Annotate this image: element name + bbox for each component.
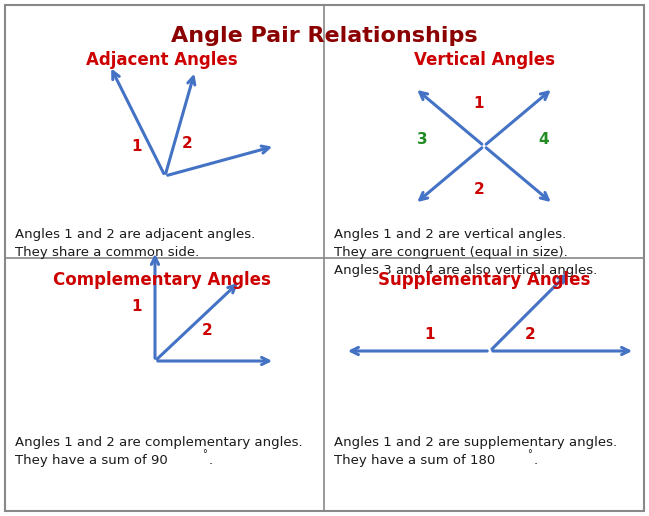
Text: Angles 1 and 2 are supplementary angles.: Angles 1 and 2 are supplementary angles. [334, 436, 617, 449]
Text: Complementary Angles: Complementary Angles [53, 271, 271, 289]
Text: Angles 1 and 2 are vertical angles.: Angles 1 and 2 are vertical angles. [334, 228, 566, 241]
Text: °: ° [202, 449, 207, 459]
Text: Angle Pair Relationships: Angle Pair Relationships [171, 26, 477, 46]
Text: Vertical Angles: Vertical Angles [413, 51, 554, 69]
Text: .: . [209, 454, 213, 467]
Text: 1: 1 [132, 139, 142, 154]
Text: Angles 3 and 4 are also vertical angles.: Angles 3 and 4 are also vertical angles. [334, 264, 597, 277]
Text: 2: 2 [202, 323, 212, 338]
Text: Angles 1 and 2 are adjacent angles.: Angles 1 and 2 are adjacent angles. [15, 228, 255, 241]
Text: .: . [534, 454, 538, 467]
Text: 3: 3 [417, 132, 427, 147]
Text: They share a common side.: They share a common side. [15, 246, 199, 259]
Text: 4: 4 [539, 132, 549, 147]
Text: 1: 1 [132, 299, 142, 314]
Text: 2: 2 [182, 136, 192, 151]
Text: They have a sum of 180: They have a sum of 180 [334, 454, 495, 467]
Text: 1: 1 [474, 96, 484, 111]
Text: Adjacent Angles: Adjacent Angles [86, 51, 238, 69]
Text: They are congruent (equal in size).: They are congruent (equal in size). [334, 246, 568, 259]
Text: 1: 1 [424, 327, 435, 342]
Text: °: ° [527, 449, 532, 459]
Text: Angles 1 and 2 are complementary angles.: Angles 1 and 2 are complementary angles. [15, 436, 302, 449]
Text: 2: 2 [524, 327, 535, 342]
Text: They have a sum of 90: They have a sum of 90 [15, 454, 167, 467]
Text: 2: 2 [474, 182, 484, 197]
Text: Supplementary Angles: Supplementary Angles [378, 271, 590, 289]
